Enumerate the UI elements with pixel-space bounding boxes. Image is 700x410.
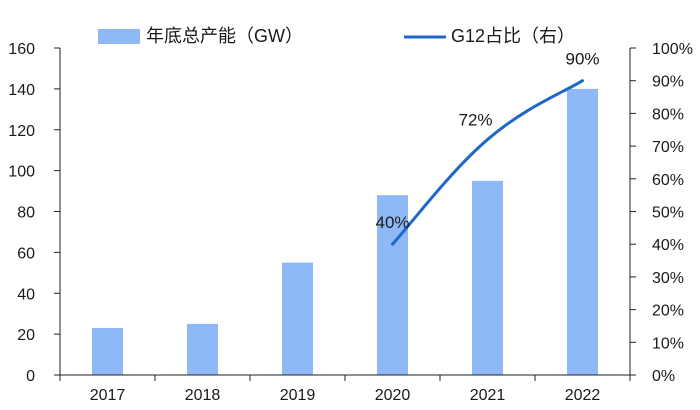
left-tick-label: 40 xyxy=(17,286,35,303)
right-tick-label: 60% xyxy=(652,172,684,189)
x-tick-label: 2020 xyxy=(375,387,411,404)
x-tick-label: 2022 xyxy=(565,387,601,404)
left-tick-label: 80 xyxy=(17,205,35,222)
legend-bar-swatch xyxy=(98,29,140,44)
right-tick-label: 30% xyxy=(652,270,684,287)
left-tick-label: 160 xyxy=(8,41,35,58)
data-labels: 40% 72% 90% xyxy=(375,50,599,233)
legend-bar-label: 年底总产能（GW） xyxy=(146,26,303,46)
x-tick-label: 2019 xyxy=(280,387,316,404)
left-axis-tick-labels: 0 20 40 60 80 100 120 140 160 xyxy=(8,41,35,385)
left-tick-label: 20 xyxy=(17,327,35,344)
right-tick-label: 0% xyxy=(652,368,675,385)
right-tick-label: 100% xyxy=(652,41,693,58)
right-tick-label: 10% xyxy=(652,335,684,352)
data-label: 72% xyxy=(458,111,492,130)
left-tick-label: 100 xyxy=(8,164,35,181)
right-tick-label: 40% xyxy=(652,237,684,254)
x-tick-label: 2021 xyxy=(470,387,506,404)
data-label: 40% xyxy=(375,213,409,232)
left-tick-label: 60 xyxy=(17,245,35,262)
x-tick-label: 2018 xyxy=(185,387,221,404)
left-tick-label: 140 xyxy=(8,82,35,99)
left-tick-label: 120 xyxy=(8,123,35,140)
bar-2019 xyxy=(282,262,313,375)
bar-2020 xyxy=(377,195,408,375)
x-axis-tick-labels: 2017 2018 2019 2020 2021 2022 xyxy=(90,387,601,404)
data-label: 90% xyxy=(565,50,599,69)
share-line xyxy=(391,79,584,246)
right-tick-label: 70% xyxy=(652,139,684,156)
legend-line-label: G12占比（右） xyxy=(451,26,575,46)
bars xyxy=(92,88,598,375)
right-tick-label: 50% xyxy=(652,205,684,222)
x-tick-label: 2017 xyxy=(90,387,126,404)
left-tick-label: 0 xyxy=(26,368,35,385)
bar-2018 xyxy=(187,323,218,375)
bar-2022 xyxy=(567,88,598,375)
right-axis-tick-labels: 0% 10% 20% 30% 40% 50% 60% 70% 80% 90% 100% xyxy=(652,41,693,385)
right-tick-label: 20% xyxy=(652,303,684,320)
share-line-path xyxy=(391,79,584,246)
bar-2021 xyxy=(472,180,503,375)
right-tick-label: 80% xyxy=(652,106,684,123)
right-tick-label: 90% xyxy=(652,74,684,91)
axes xyxy=(54,47,636,381)
legend: 年底总产能（GW） G12占比（右） xyxy=(98,26,575,46)
bar-2017 xyxy=(92,327,123,375)
